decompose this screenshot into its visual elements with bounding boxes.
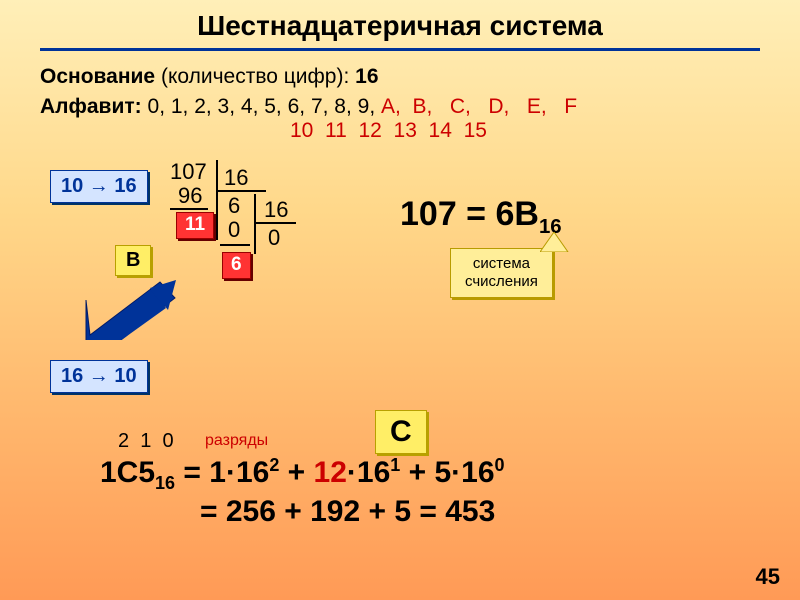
expansion-line2: = 256 + 192 + 5 = 453 xyxy=(200,495,495,529)
alphabet-digits: 0, 1, 2, 3, 4, 5, 6, 7, 8, 9, xyxy=(148,95,376,118)
exp-t3: 5·16 xyxy=(435,456,495,489)
exp-t1: 1·16 xyxy=(209,456,269,489)
base-value: 16 xyxy=(355,65,378,88)
exp-plus1: + xyxy=(279,456,313,489)
div-divisor1: 16 xyxy=(224,166,248,190)
base-label-paren: (количество цифр): xyxy=(161,65,349,88)
page-title: Шестнадцатеричная система xyxy=(0,0,800,42)
div-hline2 xyxy=(254,222,296,224)
rem1-box: 11 xyxy=(176,212,214,239)
base-label-prefix: Основание xyxy=(40,65,155,88)
page-number: 45 xyxy=(756,564,780,590)
div-vline1 xyxy=(216,160,218,240)
exp-plus2: + xyxy=(400,456,434,489)
final-box: 6 xyxy=(222,252,251,279)
result1: 107 = 6B16 xyxy=(400,195,562,239)
badge-16-to-10: 16 → 10 xyxy=(50,360,148,393)
div-divisor2: 16 xyxy=(264,198,288,222)
div-dividend: 107 xyxy=(170,160,207,184)
badge-10-to-16: 10 → 16 xyxy=(50,170,148,203)
exp-e2: 1 xyxy=(390,455,400,475)
exp-t2-red: 12 xyxy=(314,456,347,489)
div-hline1b xyxy=(170,208,208,210)
razryady-label: разряды xyxy=(205,432,268,450)
hex-letters: A, B, C, D, E, F xyxy=(381,95,577,118)
exp-e1: 2 xyxy=(269,455,279,475)
exp-lhs1: 1C5 xyxy=(100,456,155,489)
title-underline xyxy=(40,48,760,51)
div-vline2 xyxy=(254,194,256,254)
expansion-line1: 1C516 = 1·162 + 12·161 + 5·160 xyxy=(100,455,505,494)
division-block: 107 16 96 11 6 16 0 0 6 xyxy=(170,160,350,320)
div-hline2b xyxy=(220,244,250,246)
exp-eq: = xyxy=(175,456,209,489)
result1-lhs: 107 = 6B xyxy=(400,195,539,233)
callout: система счисления xyxy=(450,248,553,298)
hex-values: 10 11 12 13 14 15 xyxy=(290,119,800,143)
div-sub2: 0 xyxy=(228,218,240,242)
razryady-digits: 2 1 0 xyxy=(118,430,174,453)
div-sub1: 96 xyxy=(178,184,202,208)
arrow-icon xyxy=(80,270,180,340)
c-box: C xyxy=(375,410,427,454)
callout-pointer-icon xyxy=(540,232,570,252)
alphabet-line: Алфавит: 0, 1, 2, 3, 4, 5, 6, 7, 8, 9, A… xyxy=(40,95,800,119)
alphabet-label: Алфавит: xyxy=(40,95,142,118)
exp-lhs-sub: 16 xyxy=(155,473,175,493)
base-line: Основание (количество цифр): 16 xyxy=(40,65,800,89)
exp-e3: 0 xyxy=(495,455,505,475)
div-q2: 0 xyxy=(268,226,280,250)
exp-t2-rest: ·16 xyxy=(347,456,390,489)
div-q1: 6 xyxy=(228,194,240,218)
div-hline1 xyxy=(216,190,266,192)
